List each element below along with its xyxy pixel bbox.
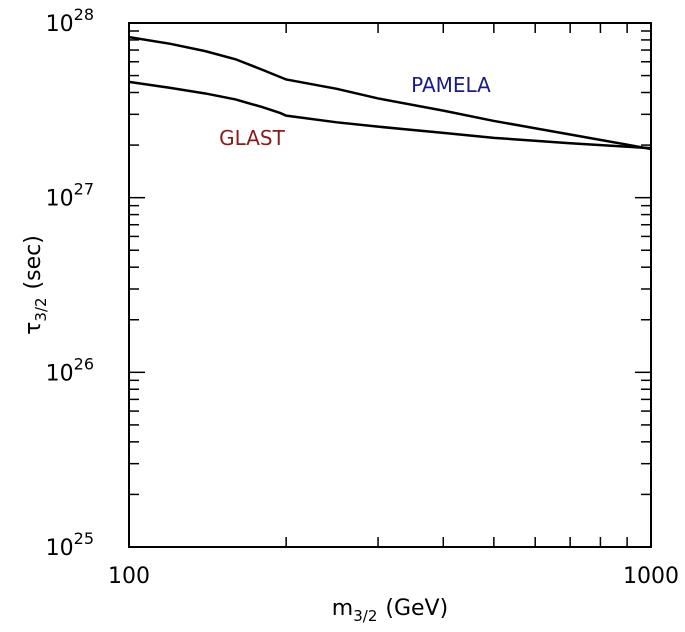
y-axis-label-unit: (sec) xyxy=(21,235,46,289)
y-axis-label: τ3/2 (sec) xyxy=(21,235,50,335)
x-axis-label: m3/2 (GeV) xyxy=(332,596,448,625)
x-tick-label: 1000 xyxy=(623,564,679,589)
plot-frame xyxy=(128,22,652,548)
y-tick-label: 1028 xyxy=(46,5,94,37)
y-tick-label: 1027 xyxy=(46,180,94,212)
x-axis-label-sub: 3/2 xyxy=(353,607,377,625)
series-line-pamela xyxy=(128,35,652,151)
y-tick-label: 1026 xyxy=(46,354,94,386)
series-labels: PAMELA GLAST xyxy=(219,73,491,150)
y-axis-label-sub: 3/2 xyxy=(32,297,50,321)
x-axis-label-base: m xyxy=(332,596,353,621)
series-lines xyxy=(128,35,652,151)
series-label-pamela: PAMELA xyxy=(411,73,491,97)
y-axis-label-base: τ xyxy=(21,322,46,335)
x-tick-label: 100 xyxy=(108,564,150,589)
series-label-glast: GLAST xyxy=(219,126,285,150)
series-line-glast xyxy=(128,80,652,150)
y-tick-label: 1025 xyxy=(46,529,94,561)
x-axis-label-unit: (GeV) xyxy=(385,596,448,621)
axis-ticks xyxy=(128,22,652,548)
tick-labels: 100 1000 1025 1026 1027 1028 xyxy=(46,5,679,589)
